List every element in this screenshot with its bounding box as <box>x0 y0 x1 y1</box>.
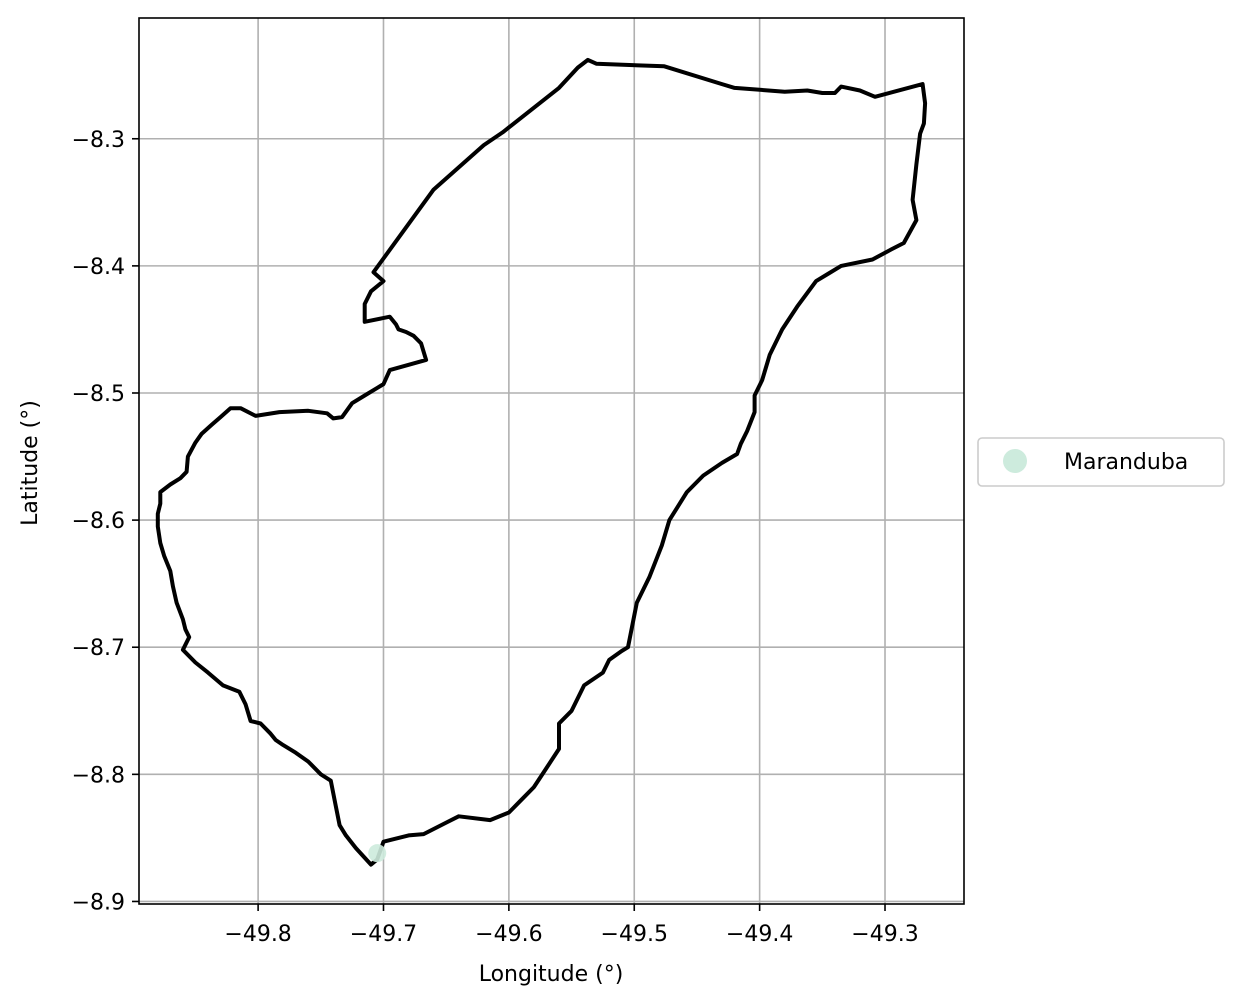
y-tick-label: −8.3 <box>72 128 125 153</box>
y-tick-label: −8.5 <box>72 382 125 407</box>
grid-lines <box>139 18 964 904</box>
y-tick-label: −8.8 <box>72 763 125 788</box>
y-tick-label: −8.4 <box>72 255 125 280</box>
markers <box>368 844 387 863</box>
plot-frame <box>138 17 965 905</box>
legend-box <box>977 437 1225 487</box>
y-tick-label: −8.9 <box>72 890 125 915</box>
legend: Maranduba <box>977 437 1225 487</box>
legend-label-maranduba: Maranduba <box>1064 450 1188 475</box>
municipality-boundary <box>155 57 928 867</box>
y-axis-label: Latitude (°) <box>18 400 43 526</box>
x-tick-label: −49.8 <box>224 922 291 947</box>
y-axis-ticks: −8.3 −8.4 −8.5 −8.6 −8.7 −8.8 −8.9 <box>72 128 139 915</box>
x-tick-label: −49.6 <box>475 922 542 947</box>
x-axis-ticks: −49.8 −49.7 −49.6 −49.5 −49.4 −49.3 <box>224 904 919 947</box>
x-tick-label: −49.5 <box>601 922 668 947</box>
x-tick-label: −49.7 <box>350 922 417 947</box>
x-axis-label: Longitude (°) <box>479 962 624 987</box>
x-tick-label: −49.4 <box>726 922 793 947</box>
marker-maranduba <box>368 844 387 863</box>
y-tick-label: −8.6 <box>72 509 125 534</box>
x-tick-label: −49.3 <box>851 922 918 947</box>
legend-marker-maranduba <box>1003 449 1027 473</box>
y-tick-label: −8.7 <box>72 636 125 661</box>
